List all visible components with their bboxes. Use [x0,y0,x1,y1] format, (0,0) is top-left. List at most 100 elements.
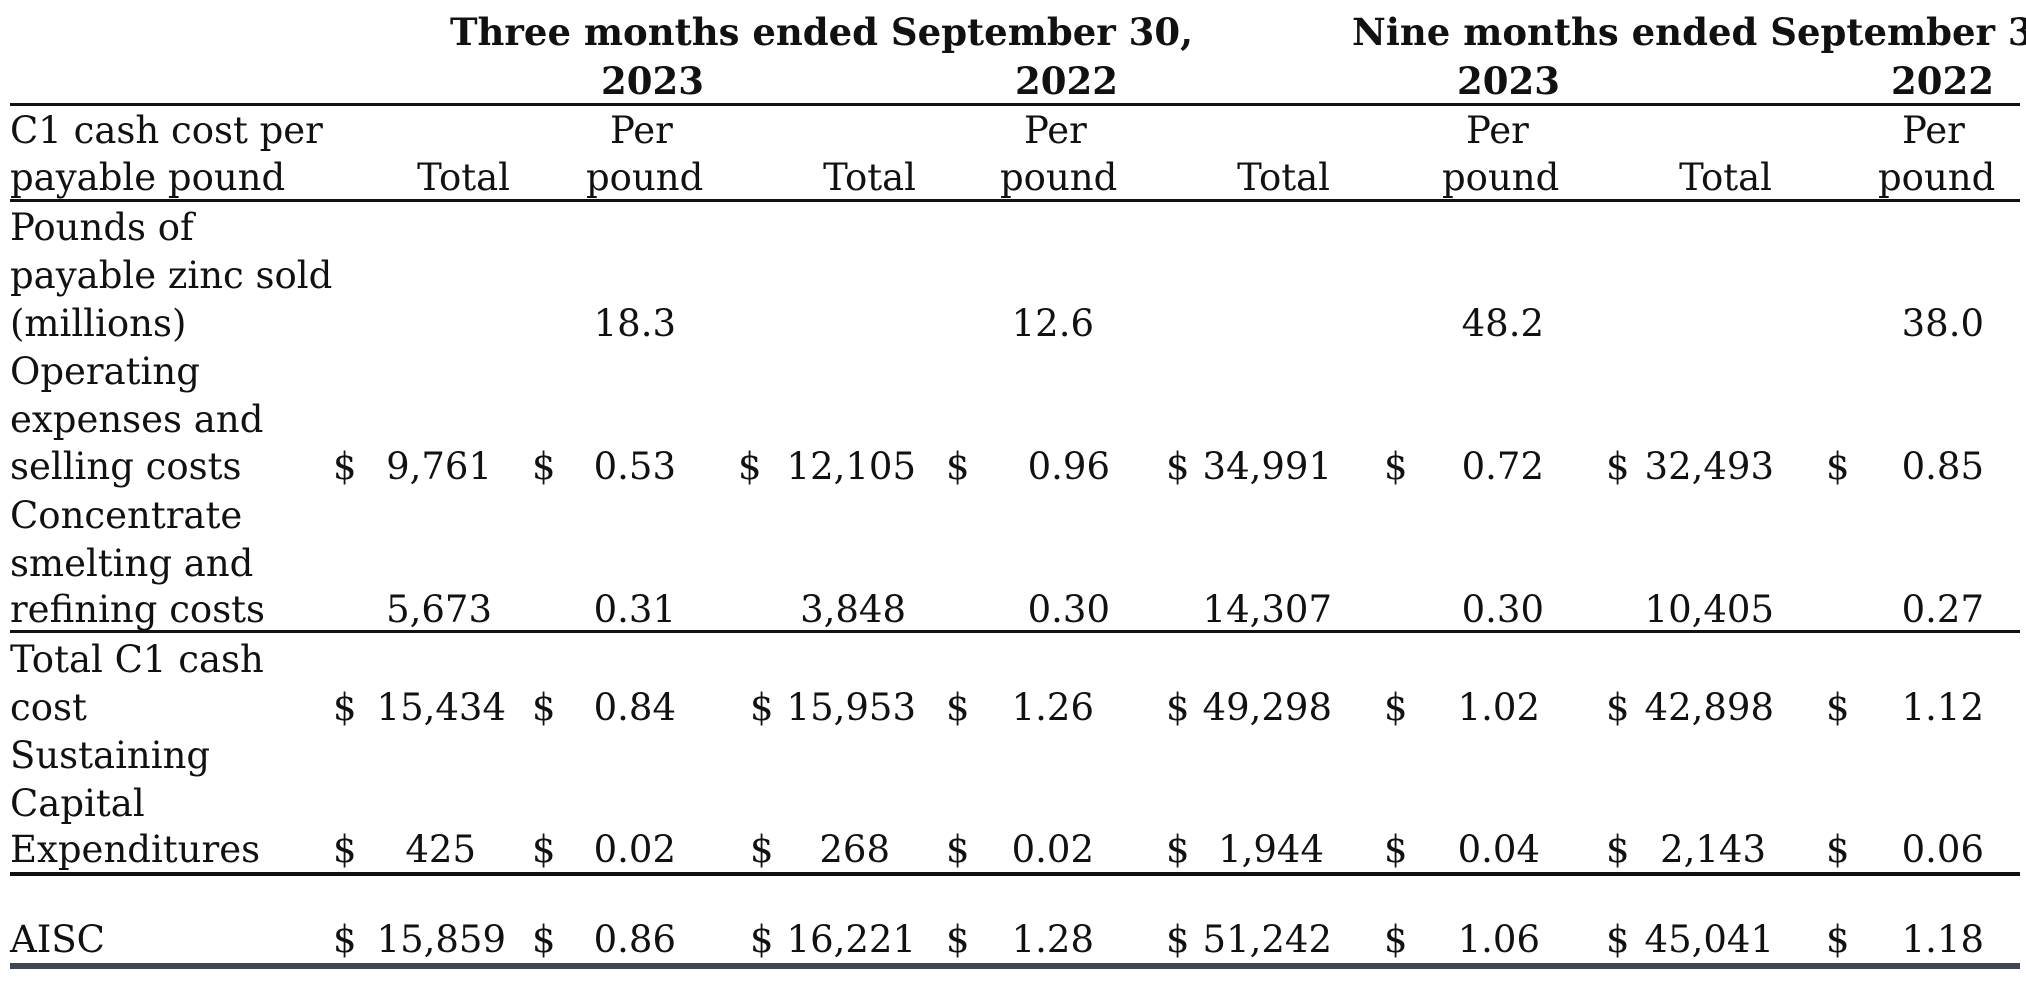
row-label: refining costs [10,588,266,631]
column-header-per-pound: Per [1024,109,1087,152]
currency-symbol: $ [946,828,970,871]
cell-value: 0.72 [1461,445,1544,488]
cell-value: 12,105 [786,445,916,488]
column-header-per-pound: pound [586,156,704,199]
row-label-header-line-2: payable pound [10,156,286,199]
row-label: Expenditures [10,828,261,871]
cell-value: 0.27 [1901,588,1984,631]
currency-symbol: $ [1606,828,1630,871]
cell-value: 0.86 [593,918,676,961]
cell-value: 34,991 [1202,445,1332,488]
currency-symbol: $ [532,686,556,729]
cell-value: 425 [405,828,476,871]
currency-symbol: $ [750,828,774,871]
row-label: payable zinc sold [10,254,333,297]
cell-value: 1,944 [1218,828,1324,871]
row-label: (millions) [10,302,187,345]
currency-symbol: $ [750,918,774,961]
column-header-per-pound: Per [1466,109,1529,152]
row-label: expenses and [10,398,264,441]
cell-value: 51,242 [1202,918,1332,961]
row-label: Sustaining [10,734,211,777]
year-header-ytd-2023: 2023 [1457,59,1560,103]
column-header-total: Total [1237,156,1330,199]
currency-symbol: $ [1606,445,1630,488]
currency-symbol: $ [333,918,357,961]
row-label: smelting and [10,542,254,585]
currency-symbol: $ [532,828,556,871]
column-header-per-pound: Per [610,109,673,152]
currency-symbol: $ [1826,828,1850,871]
cell-value: 0.30 [1461,588,1544,631]
currency-symbol: $ [750,686,774,729]
cell-value: 14,307 [1202,588,1332,631]
currency-symbol: $ [1606,686,1630,729]
cell-value: 49,298 [1202,686,1332,729]
column-header-rule [10,199,2020,202]
currency-symbol: $ [738,445,762,488]
year-header-ytd-2022: 2022 [1891,59,1994,103]
row-label: AISC [10,918,105,961]
currency-symbol: $ [1166,445,1190,488]
cell-value: 0.06 [1901,828,1984,871]
cell-value: 1.28 [1011,918,1094,961]
currency-symbol: $ [532,918,556,961]
cell-value: 0.30 [1027,588,1110,631]
currency-symbol: $ [946,686,970,729]
row-label: Pounds of [10,206,194,249]
year-header-q3-2022: 2022 [1015,59,1118,103]
currency-symbol: $ [1166,828,1190,871]
header-nine-months: Nine months ended September 30, [1352,10,2026,54]
cell-value: 3,848 [800,588,906,631]
currency-symbol: $ [1166,918,1190,961]
currency-symbol: $ [946,445,970,488]
column-header-per-pound: Per [1902,109,1965,152]
cell-value: 12.6 [1011,302,1094,345]
cell-value: 268 [819,828,890,871]
cell-value: 0.84 [593,686,676,729]
cell-value: 1.02 [1457,686,1540,729]
cell-value: 0.53 [593,445,676,488]
column-header-per-pound: pound [1000,156,1118,199]
cell-value: 42,898 [1644,686,1774,729]
currency-symbol: $ [1384,686,1408,729]
cell-value: 0.85 [1901,445,1984,488]
cell-value: 16,221 [786,918,916,961]
currency-symbol: $ [1384,445,1408,488]
column-header-total: Total [1679,156,1772,199]
currency-symbol: $ [1384,918,1408,961]
currency-symbol: $ [333,686,357,729]
cell-value: 10,405 [1644,588,1774,631]
cell-value: 5,673 [386,588,492,631]
currency-symbol: $ [1826,918,1850,961]
subtotal-rule [10,630,2020,633]
column-header-per-pound: pound [1878,156,1996,199]
cell-value: 0.04 [1457,828,1540,871]
row-label: Capital [10,782,145,825]
cell-value: 15,434 [376,686,506,729]
currency-symbol: $ [946,918,970,961]
currency-symbol: $ [1384,828,1408,871]
row-label: cost [10,686,87,729]
column-header-per-pound: pound [1442,156,1560,199]
currency-symbol: $ [532,445,556,488]
cell-value: 1.26 [1011,686,1094,729]
cell-value: 1.18 [1901,918,1984,961]
cell-value: 9,761 [386,445,492,488]
cell-value: 0.02 [593,828,676,871]
cell-value: 18.3 [593,302,676,345]
total-rule [10,872,2020,876]
header-three-months: Three months ended September 30, [450,10,1193,54]
header-rule [10,103,2020,106]
cell-value: 32,493 [1644,445,1774,488]
currency-symbol: $ [333,445,357,488]
row-label: Total C1 cash [10,638,264,681]
row-label: Operating [10,350,200,393]
currency-symbol: $ [1826,445,1850,488]
cell-value: 15,953 [786,686,916,729]
cell-value: 15,859 [376,918,506,961]
bottom-rule [10,963,2020,969]
row-label: selling costs [10,445,242,488]
row-label-header-line-1: C1 cash cost per [10,109,323,152]
